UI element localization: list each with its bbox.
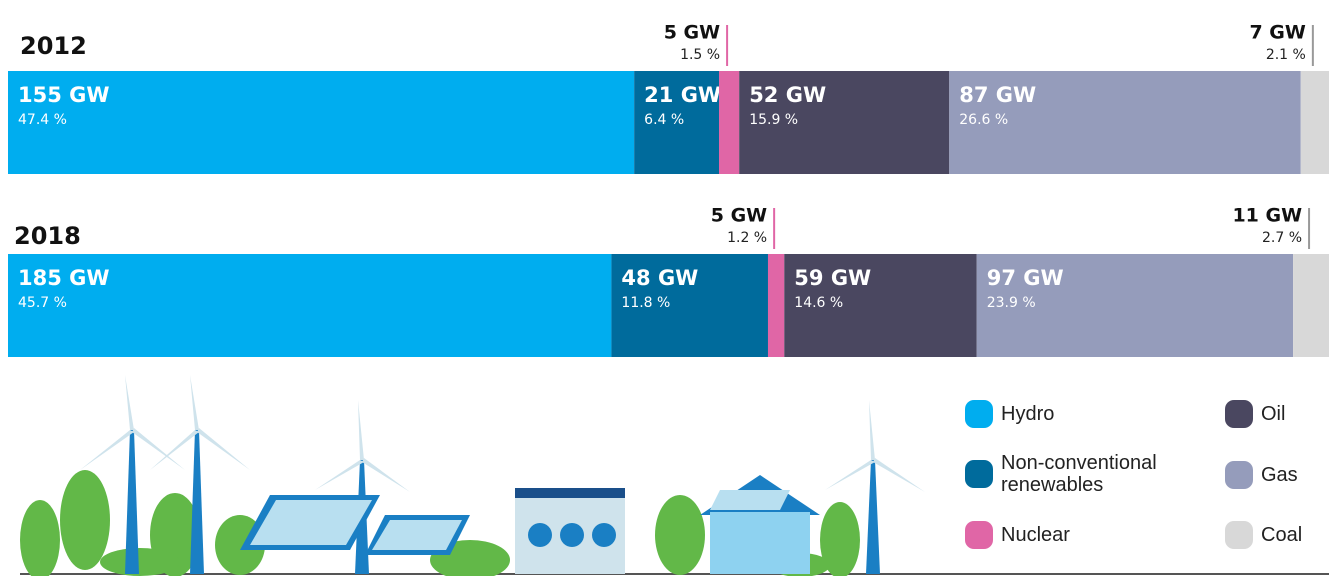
legend-swatch [1225, 521, 1253, 549]
legend-label: Hydro [1001, 403, 1055, 425]
share-label: 1.5 % [680, 47, 720, 63]
bar-segment [949, 71, 1301, 174]
illustration [20, 375, 1329, 576]
legend-swatch [1225, 461, 1253, 489]
value-label: 7 GW [1249, 22, 1305, 44]
bar-segment [718, 71, 740, 174]
legend-swatch [1225, 400, 1253, 428]
bar-segment [1300, 71, 1329, 174]
value-label: 5 GW [664, 22, 720, 44]
bar-segment [767, 254, 785, 357]
category-label: 2012 [20, 32, 87, 60]
share-label: 15.9 % [749, 112, 798, 128]
value-label: 59 GW [794, 266, 871, 290]
legend-item: Coal [1225, 521, 1329, 549]
share-label: 6.4 % [644, 112, 684, 128]
legend-label: Gas [1261, 464, 1298, 486]
value-label: 5 GW [711, 205, 767, 227]
legend-item: Hydro [965, 400, 1191, 428]
legend-item: Gas [1225, 461, 1329, 489]
legend-swatch [965, 400, 993, 428]
share-label: 11.8 % [621, 295, 670, 311]
value-label: 48 GW [621, 266, 698, 290]
share-label: 45.7 % [18, 295, 67, 311]
bar-segment [739, 71, 950, 174]
bar-segment [784, 254, 977, 357]
bar-segment [976, 254, 1294, 357]
share-label: 26.6 % [959, 112, 1008, 128]
legend-label: Coal [1261, 524, 1303, 546]
legend-label: Oil [1261, 403, 1286, 425]
share-label: 23.9 % [987, 295, 1036, 311]
share-label: 1.2 % [727, 230, 767, 246]
bar-segment [8, 71, 635, 174]
legend-label: Nuclear [1001, 524, 1070, 546]
share-label: 2.1 % [1266, 47, 1306, 63]
legend-item: Nuclear [965, 521, 1191, 549]
share-label: 2.7 % [1262, 230, 1302, 246]
value-label: 185 GW [18, 266, 110, 290]
bar-segment [1293, 254, 1329, 357]
value-label: 155 GW [18, 83, 110, 107]
legend-swatch [965, 460, 993, 488]
bar-segment [611, 254, 768, 357]
value-label: 21 GW [644, 83, 721, 107]
value-label: 52 GW [749, 83, 826, 107]
value-label: 87 GW [959, 83, 1036, 107]
legend-label: Non-conventional renewables [1001, 452, 1157, 496]
share-label: 47.4 % [18, 112, 67, 128]
legend-item: Non-conventional renewables [965, 452, 1191, 496]
bar-segment [8, 254, 612, 357]
value-label: 97 GW [987, 266, 1064, 290]
legend-item: Oil [1225, 400, 1329, 428]
legend-swatch [965, 521, 993, 549]
share-label: 14.6 % [794, 295, 843, 311]
value-label: 11 GW [1232, 205, 1302, 227]
bar-segment [634, 71, 719, 174]
category-label: 2018 [14, 222, 81, 250]
